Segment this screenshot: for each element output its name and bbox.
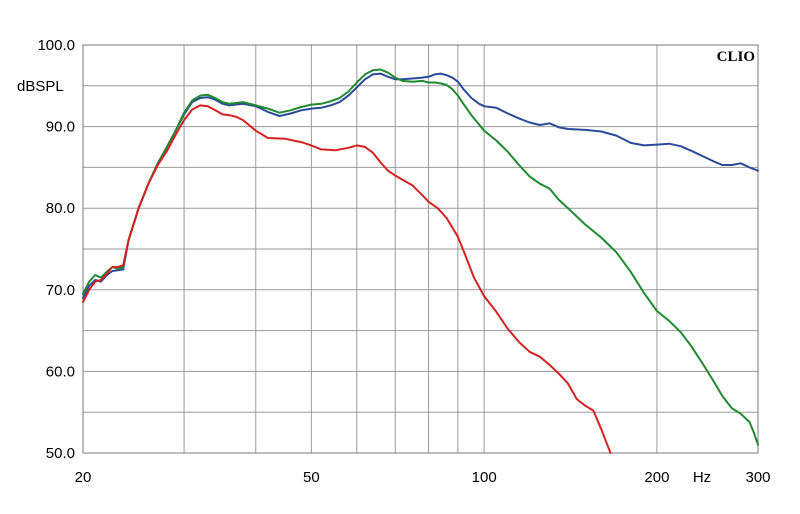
y-tick-label: 80.0 bbox=[46, 200, 75, 217]
series-line-3 bbox=[82, 104, 612, 454]
series-group bbox=[82, 68, 759, 454]
x-tick-labels: 20 50 100 200 300 bbox=[75, 469, 771, 486]
plot-frame bbox=[82, 44, 759, 454]
y-tick-label: 90.0 bbox=[46, 119, 75, 136]
clio-brand-label: CLIO bbox=[717, 49, 755, 65]
grid bbox=[82, 44, 759, 454]
y-axis-label: dBSPL bbox=[17, 78, 64, 95]
x-tick-label: 20 bbox=[75, 469, 92, 486]
x-tick-label: 100 bbox=[472, 469, 497, 486]
y-tick-label: 70.0 bbox=[46, 282, 75, 299]
x-axis-unit-label: Hz bbox=[693, 469, 711, 486]
y-tick-label: 50.0 bbox=[46, 445, 75, 462]
y-tick-label: 100.0 bbox=[37, 37, 75, 54]
x-tick-label: 300 bbox=[745, 469, 770, 486]
y-tick-label: 60.0 bbox=[46, 363, 75, 380]
y-tick-labels: 50.0 60.0 70.0 80.0 90.0 100.0 bbox=[37, 37, 75, 462]
series-line-2 bbox=[82, 68, 759, 446]
x-tick-label: 50 bbox=[303, 469, 320, 486]
x-tick-label: 200 bbox=[644, 469, 669, 486]
